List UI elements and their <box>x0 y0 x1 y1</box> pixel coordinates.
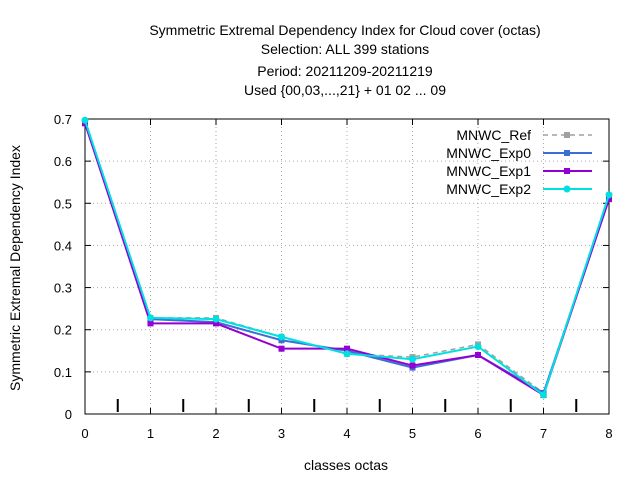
x-axis-label: classes octas <box>304 457 388 473</box>
y-tick-label: 0.1 <box>54 365 72 380</box>
legend-marker <box>564 132 570 138</box>
x-tick-label: 3 <box>278 426 285 441</box>
legend: MNWC_Ref MNWC_Exp0 MNWC_Exp1 MNWC_Exp2 <box>446 127 592 197</box>
title-line-1: Symmetric Extremal Dependency Index for … <box>149 22 540 38</box>
x-tick-label: 8 <box>605 426 612 441</box>
data-point <box>343 350 351 358</box>
data-point <box>409 362 416 369</box>
y-tick-label: 0.2 <box>54 323 72 338</box>
y-tick-label: 0 <box>65 407 72 422</box>
data-point <box>212 315 220 323</box>
legend-label: MNWC_Exp1 <box>446 163 531 179</box>
x-tick-label: 1 <box>147 426 154 441</box>
legend-label: MNWC_Exp0 <box>446 145 531 161</box>
legend-marker <box>563 185 571 193</box>
data-point <box>475 352 481 358</box>
legend-marker <box>564 150 570 156</box>
y-tick-labels: 0 0.1 0.2 0.3 0.4 0.5 0.6 0.7 <box>54 112 72 422</box>
legend-label: MNWC_Ref <box>456 127 531 143</box>
y-axis-label: Symmetric Extremal Dependency Index <box>7 145 23 391</box>
data-point <box>409 355 416 363</box>
series-mnwc-exp2 <box>81 116 613 399</box>
data-point <box>81 116 89 124</box>
chart-title: Symmetric Extremal Dependency Index for … <box>149 22 540 98</box>
data-point <box>147 320 154 327</box>
x-tick-label: 4 <box>343 426 350 441</box>
y-tick-label: 0.6 <box>54 154 72 169</box>
data-point <box>278 345 285 352</box>
x-tick-labels: 0 1 2 3 4 5 6 7 8 <box>81 426 612 441</box>
legend-marker <box>564 168 570 174</box>
data-point <box>213 320 219 327</box>
data-point <box>474 343 482 351</box>
grid-lines <box>85 119 609 414</box>
y-tick-label: 0.3 <box>54 281 72 296</box>
series-layer <box>81 116 613 399</box>
legend-label: MNWC_Exp2 <box>446 181 531 197</box>
title-line-2: Selection: ALL 399 stations <box>261 41 429 57</box>
data-point <box>605 191 613 199</box>
data-point <box>540 391 547 399</box>
data-point <box>344 345 350 352</box>
class-boundary-marks <box>116 399 578 412</box>
x-tick-label: 2 <box>212 426 219 441</box>
title-line-4: Used {00,03,...,21} + 01 02 ... 09 <box>244 82 446 98</box>
y-tick-label: 0.5 <box>54 196 72 211</box>
x-tick-label: 7 <box>540 426 547 441</box>
x-tick-label: 6 <box>474 426 481 441</box>
title-line-3: Period: 20211209-20211219 <box>257 63 433 79</box>
x-tick-label: 5 <box>409 426 416 441</box>
data-point <box>147 314 154 322</box>
data-point <box>278 333 285 341</box>
data-point <box>606 196 612 203</box>
y-tick-label: 0.4 <box>54 238 72 253</box>
y-tick-label: 0.7 <box>54 112 72 127</box>
x-tick-label: 0 <box>81 426 88 441</box>
